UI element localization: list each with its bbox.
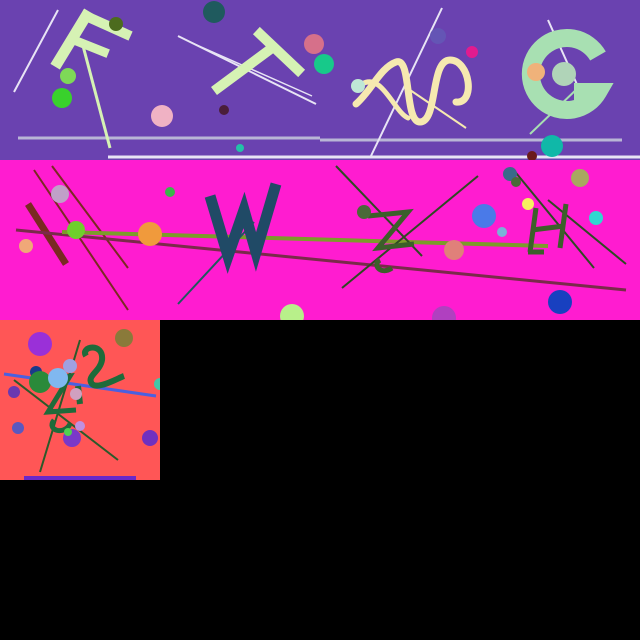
- noise-line: [33, 169, 129, 311]
- noise-dot: [466, 46, 478, 58]
- noise-line: [335, 165, 423, 257]
- noise-dot: [151, 105, 173, 127]
- noise-dot: [548, 290, 572, 314]
- noise-dot: [280, 304, 304, 320]
- noise-line: [39, 339, 81, 473]
- glyph-z: [367, 208, 415, 274]
- noise-dot: [203, 1, 225, 23]
- noise-dot: [541, 135, 563, 157]
- noise-dot: [60, 68, 76, 84]
- noise-dot: [444, 240, 464, 260]
- glyph-f: [50, 8, 133, 70]
- noise-dot: [48, 368, 68, 388]
- noise-line: [13, 9, 59, 93]
- noise-dot: [75, 421, 85, 431]
- noise-dot: [28, 332, 52, 356]
- captcha-noise-purple: [13, 1, 640, 160]
- noise-line: [61, 230, 549, 248]
- noise-dot: [138, 222, 162, 246]
- noise-line: [80, 41, 112, 149]
- noise-dot: [589, 211, 603, 225]
- noise-dot: [472, 204, 496, 228]
- glyph-h: [527, 203, 569, 255]
- noise-line: [547, 199, 627, 265]
- noise-dot: [236, 144, 244, 152]
- noise-dot: [115, 329, 133, 347]
- noise-dot: [8, 386, 20, 398]
- captcha-noise-magenta: [15, 165, 627, 320]
- empty-canvas-bottom: [0, 480, 160, 640]
- noise-dot: [351, 79, 365, 93]
- noise-line: [341, 175, 479, 289]
- noise-dot: [67, 221, 85, 239]
- noise-dot: [12, 422, 24, 434]
- noise-dot: [314, 54, 334, 74]
- noise-dot: [63, 359, 77, 373]
- noise-dot: [165, 187, 175, 197]
- noise-line: [15, 228, 627, 292]
- noise-dot: [51, 185, 69, 203]
- empty-canvas-area: [160, 320, 640, 640]
- noise-dot: [64, 428, 72, 436]
- noise-line: [511, 167, 595, 269]
- captcha-row-purple: [0, 0, 640, 160]
- noise-dot: [527, 63, 545, 81]
- noise-dot: [511, 177, 521, 187]
- glyph-t: [211, 26, 306, 95]
- noise-dot: [70, 388, 82, 400]
- glyph-g-coral: [75, 344, 126, 405]
- noise-dot: [304, 34, 324, 54]
- noise-dot: [52, 88, 72, 108]
- noise-line: [3, 372, 157, 398]
- noise-dot: [571, 169, 589, 187]
- noise-dot: [497, 227, 507, 237]
- captcha-row-magenta: [0, 160, 640, 320]
- noise-dot: [552, 62, 576, 86]
- noise-dot: [142, 430, 158, 446]
- noise-line: [409, 89, 467, 129]
- noise-line: [13, 379, 119, 461]
- noise-line: [51, 165, 129, 269]
- captcha-tile-coral: [0, 320, 160, 480]
- noise-dot: [432, 306, 456, 320]
- glyph-w: [204, 182, 282, 274]
- noise-dot: [154, 378, 160, 390]
- noise-dot: [29, 371, 51, 393]
- glyph-n: [352, 56, 472, 126]
- noise-dot: [219, 105, 229, 115]
- noise-dot: [109, 17, 123, 31]
- noise-dot: [357, 205, 371, 219]
- noise-line: [177, 221, 255, 305]
- noise-dot: [430, 28, 446, 44]
- noise-dot: [527, 151, 537, 160]
- noise-dot: [503, 167, 517, 181]
- captcha-noise-coral: [3, 329, 160, 480]
- noise-dot: [522, 198, 534, 210]
- noise-dot: [19, 239, 33, 253]
